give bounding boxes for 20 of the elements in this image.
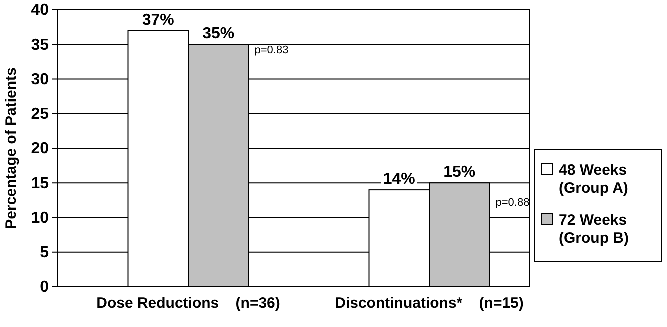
data-label: 14%: [383, 171, 416, 188]
y-tick-label: 30: [31, 71, 50, 88]
y-tick-label: 10: [31, 210, 50, 227]
y-tick-label: 0: [40, 279, 50, 296]
x-tick-label: Dose Reductions (n=36): [96, 295, 280, 312]
annotation: p=0.83: [254, 44, 289, 57]
x-tick-label: Discontinuations* (n=15): [335, 295, 524, 312]
data-label: 15%: [444, 164, 476, 182]
y-axis-title: Percentage of Patients: [3, 68, 20, 230]
y-tick-label: 20: [31, 140, 50, 158]
y-tick-label: 35: [31, 36, 50, 54]
legend-label: 72 Weeks (Group B): [559, 212, 629, 247]
y-tick-label: 40: [31, 2, 50, 20]
y-tick-label: 5: [40, 244, 50, 262]
legend-label: 48 Weeks (Group A): [559, 162, 628, 197]
data-label: 35%: [202, 26, 235, 43]
annotation: p=0.88: [496, 197, 530, 210]
y-tick-label: 15: [31, 175, 50, 192]
data-label: 37%: [142, 12, 174, 29]
y-tick-label: 25: [31, 106, 50, 123]
